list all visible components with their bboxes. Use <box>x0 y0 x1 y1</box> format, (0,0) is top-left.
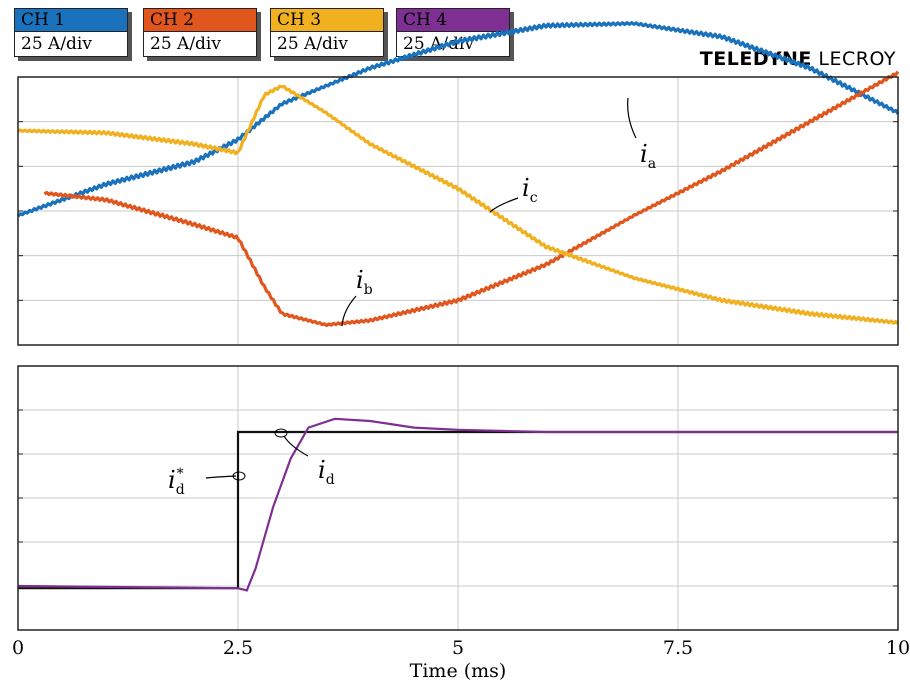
series-label-ib: ib <box>356 266 373 298</box>
channel-scale: 25 A/div <box>21 34 92 54</box>
series-label-ic-leader <box>489 197 519 213</box>
series-ic <box>17 84 900 325</box>
series-label-ia-leader <box>627 97 637 139</box>
leader-circle <box>232 471 246 481</box>
channel-box-1: CH 1 25 A/div <box>14 8 128 57</box>
channel-name: CH 1 <box>15 9 127 32</box>
x-tick-label: 0 <box>12 637 24 659</box>
series-label-id-leader <box>283 435 309 457</box>
x-tick-label: 7.5 <box>663 637 693 659</box>
series-id <box>17 417 898 592</box>
series-label-id-ref-leader <box>205 475 237 479</box>
series-label-id-ref: id* <box>168 466 185 498</box>
plot-frame <box>17 76 899 346</box>
x-tick-label: 2.5 <box>223 637 253 659</box>
brand-bold: TELEDYNE <box>699 48 812 70</box>
brand-light: LECROY <box>818 48 896 70</box>
series-label-ib-leader <box>341 295 357 327</box>
x-tick-label: 10 <box>886 637 910 659</box>
x-axis-label: Time (ms) <box>410 660 507 682</box>
channel-name: CH 4 <box>397 9 509 32</box>
channel-scale: 25 A/div <box>150 34 221 54</box>
channel-scale: 25 A/div <box>277 34 348 54</box>
plot-frame <box>17 365 899 631</box>
brand-logo: TELEDYNE LECROY <box>700 48 896 70</box>
channel-box-3: CH 3 25 A/div <box>270 8 384 57</box>
channel-box-2: CH 2 25 A/div <box>143 8 257 57</box>
x-tick-label: 5 <box>452 637 464 659</box>
channel-name: CH 3 <box>271 9 383 32</box>
series-label-ia: ia <box>640 140 656 172</box>
channel-name: CH 2 <box>144 9 256 32</box>
series-label-ic: ic <box>522 174 538 206</box>
leader-circle <box>274 428 288 438</box>
series-ib <box>43 70 900 328</box>
series-label-id: id <box>318 456 335 488</box>
series-ia <box>16 21 900 218</box>
